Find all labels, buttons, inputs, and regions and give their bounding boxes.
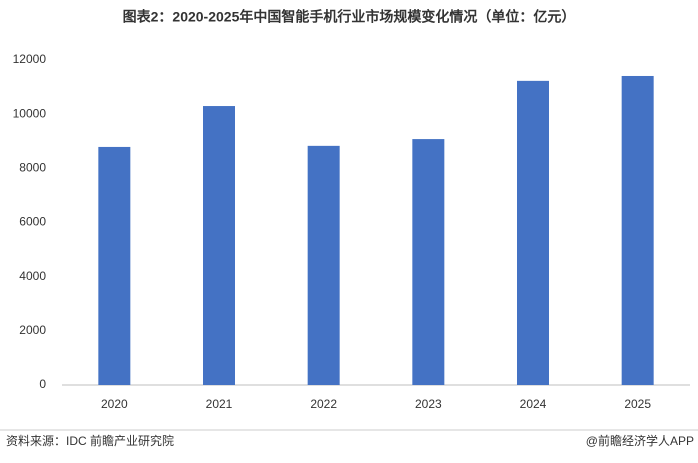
credit: @前瞻经济学人APP: [586, 433, 694, 448]
x-tick-label: 2021: [206, 397, 233, 411]
y-tick-label: 2000: [19, 323, 46, 337]
bar: [98, 146, 131, 385]
y-tick-label: 4000: [19, 269, 46, 283]
bar: [621, 75, 654, 386]
x-tick-label: 2025: [624, 397, 651, 411]
x-tick-label: 2024: [520, 397, 547, 411]
y-tick-label: 12000: [13, 52, 47, 66]
y-tick-label: 6000: [19, 215, 46, 229]
bar: [412, 139, 445, 385]
bar: [517, 80, 549, 386]
y-tick-label: 10000: [13, 106, 47, 120]
chart-title: 图表2：2020-2025年中国智能手机行业市场规模变化情况（单位：亿元）: [123, 9, 576, 25]
x-tick-label: 2022: [310, 397, 337, 411]
bar: [307, 145, 340, 385]
y-tick-label: 0: [39, 377, 46, 391]
y-tick-label: 8000: [19, 161, 46, 175]
x-tick-label: 2020: [101, 397, 128, 411]
bar: [203, 106, 235, 386]
x-tick-label: 2023: [415, 397, 442, 411]
source: 资料来源：IDC 前瞻产业研究院: [6, 433, 174, 448]
